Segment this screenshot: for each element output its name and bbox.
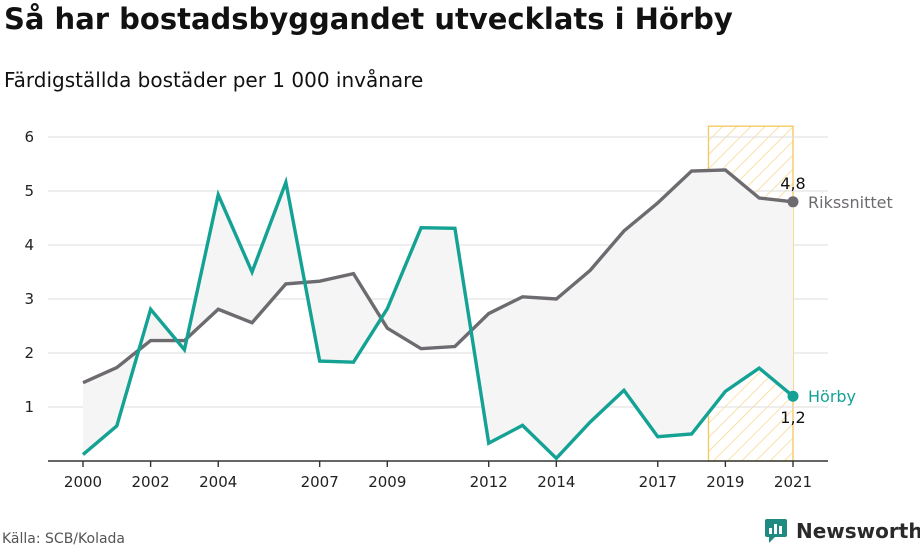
x-tick-label: 2007 [301,473,339,491]
x-tick-label: 2012 [470,473,508,491]
x-tick-label: 2009 [368,473,406,491]
series-label-horby: Hörby [808,387,856,406]
source-note: Källa: SCB/Kolada [2,531,126,547]
x-tick-label: 2017 [639,473,677,491]
y-tick-label: 3 [24,290,34,308]
area-between-series [83,169,793,459]
newsworthy-logo-icon [765,519,787,543]
series-line-horby [81,176,795,461]
brand-logo: Newsworthy [764,518,920,544]
chart-title: Så har bostadsbyggandet utvecklats i Hör… [4,2,733,36]
x-tick-label: 2021 [774,473,812,491]
y-tick-label: 2 [24,344,34,362]
end-point-horby [787,390,799,402]
series-line-rikssnittet [82,168,794,385]
x-tick-label: 2000 [64,473,102,491]
y-tick-label: 5 [24,182,34,200]
x-tick-label: 2014 [537,473,575,491]
value-label-rikssnittet: 4,8 [780,174,805,193]
y-tick-label: 1 [24,398,34,416]
series-label-rikssnittet: Rikssnittet [808,193,893,212]
brand-name: Newsworthy [796,519,920,543]
x-tick-label: 2004 [199,473,237,491]
end-point-rikssnittet [787,196,799,208]
x-tick-label: 2019 [706,473,744,491]
x-tick-label: 2002 [132,473,170,491]
chart-subtitle: Färdigställda bostäder per 1 000 invånar… [4,68,424,92]
y-tick-label: 6 [24,128,34,146]
value-label-horby: 1,2 [780,408,805,427]
y-tick-label: 4 [24,236,34,254]
